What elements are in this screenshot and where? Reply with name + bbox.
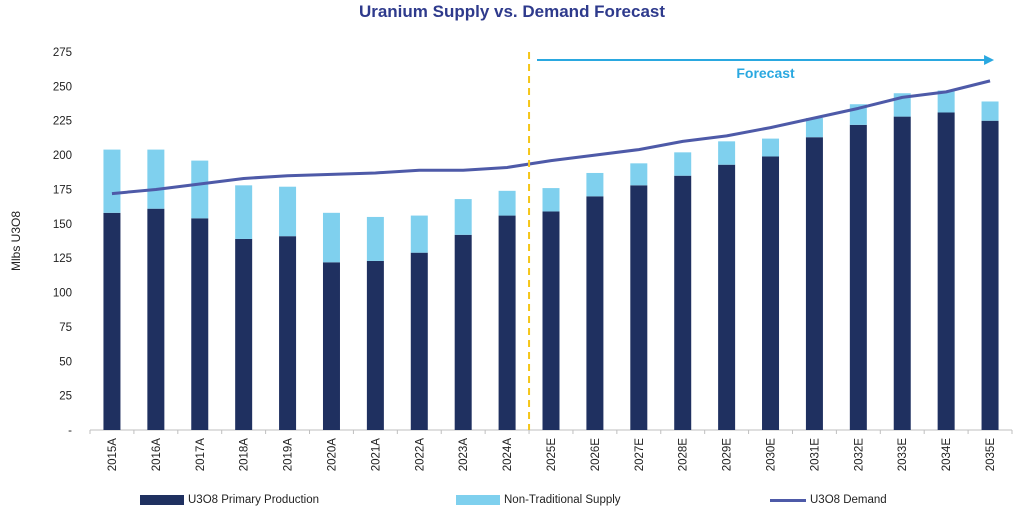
x-tick-label: 2017A [195,438,207,472]
bar-nontraditional [805,117,823,138]
legend-item-production: U3O8 Primary Production [140,492,319,508]
y-tick-label: - [68,425,72,437]
bar-nontraditional [718,141,736,165]
uranium-chart: Mlbs U3O8 - 25 50 75 100 125 150 175 200 225 250 275… [9,47,1013,472]
forecast-arrow-head [984,55,995,65]
x-tick-label: 2019A [283,438,295,472]
bar-production [279,236,297,430]
y-tick-label: 275 [53,47,72,59]
x-tick-label: 2032E [853,438,865,472]
bar-production [762,156,780,430]
y-tick-label: 175 [53,184,72,196]
x-tick-label: 2016A [151,438,163,472]
line-demand [111,79,991,196]
bar-nontraditional [630,163,648,186]
y-tick-label: 250 [53,81,72,93]
bar-nontraditional [937,90,955,113]
x-tick-label: 2034E [941,438,953,472]
bar-production [366,260,384,430]
legend-item-nontraditional: Non-Traditional Supply [456,492,621,508]
bar-nontraditional [981,101,999,121]
legend-item-demand: U3O8 Demand [770,492,887,508]
legend-swatch-demand [770,498,806,502]
bar-production [805,137,823,431]
x-tick-label: 2020A [326,438,338,472]
chart-title: Uranium Supply vs. Demand Forecast [358,2,666,21]
bar-nontraditional [454,199,472,235]
bar-nontraditional [762,138,780,157]
bar-nontraditional [191,160,209,219]
y-tick-label: 25 [59,391,72,403]
x-tick-label: 2025E [546,438,558,472]
bar-production [674,175,692,430]
x-tick-label: 2015A [107,438,119,472]
x-tick-label: 2024A [502,438,514,472]
x-tick-label: 2026E [590,438,602,472]
x-tick-label: 2035E [985,438,997,472]
bar-production [191,218,209,430]
bar-nontraditional [498,190,516,216]
bar-nontraditional [322,212,340,263]
bar-nontraditional [410,215,428,253]
x-tick-label: 2028E [678,438,690,472]
x-tick-label: 2033E [897,438,909,472]
bar-production [147,208,165,430]
legend-label-nontraditional: Non-Traditional Supply [504,494,621,506]
bar-production [235,238,253,430]
bar-production [849,124,867,431]
bar-production [981,120,999,431]
bar-nontraditional [235,185,253,239]
x-tick-label: 2027E [634,438,646,472]
legend-swatch-nontraditional [456,495,500,505]
x-tick-label: 2021A [370,438,382,472]
x-tick-label: 2023A [458,438,470,472]
bar-production [454,234,472,430]
y-tick-label: 200 [53,150,72,162]
bar-production [586,196,604,430]
x-tick-label: 2031E [809,438,821,472]
y-tick-label: 75 [59,322,72,334]
bar-production [322,262,340,430]
bar-nontraditional [586,172,604,197]
y-tick-label: 225 [53,116,72,128]
legend-label-demand: U3O8 Demand [810,494,887,506]
bar-nontraditional [279,186,297,237]
y-tick-label: 150 [53,219,72,231]
forecast-label: Forecast [736,65,795,81]
y-tick-label: 50 [59,356,72,368]
y-tick-label: 125 [53,253,72,265]
bar-nontraditional [147,149,165,209]
bar-nontraditional [103,149,121,213]
x-tick-label: 2018A [239,438,251,472]
legend-label-production: U3O8 Primary Production [188,494,320,506]
bar-nontraditional [674,152,692,176]
bar-production [410,252,428,430]
bar-nontraditional [542,188,560,212]
x-tick-label: 2029E [722,438,734,472]
bar-production [542,211,560,430]
y-axis-label: Mlbs U3O8 [9,211,23,271]
bar-production [893,116,911,430]
x-tick-label: 2030E [766,438,778,472]
bar-production [103,212,121,430]
bar-production [498,215,516,430]
bar-production [937,112,955,430]
bar-production [718,164,736,431]
bar-production [630,185,648,430]
y-tick-label: 100 [53,288,72,300]
legend-swatch-production [140,495,184,505]
bar-nontraditional [366,216,384,261]
x-tick-label: 2022A [414,438,426,472]
